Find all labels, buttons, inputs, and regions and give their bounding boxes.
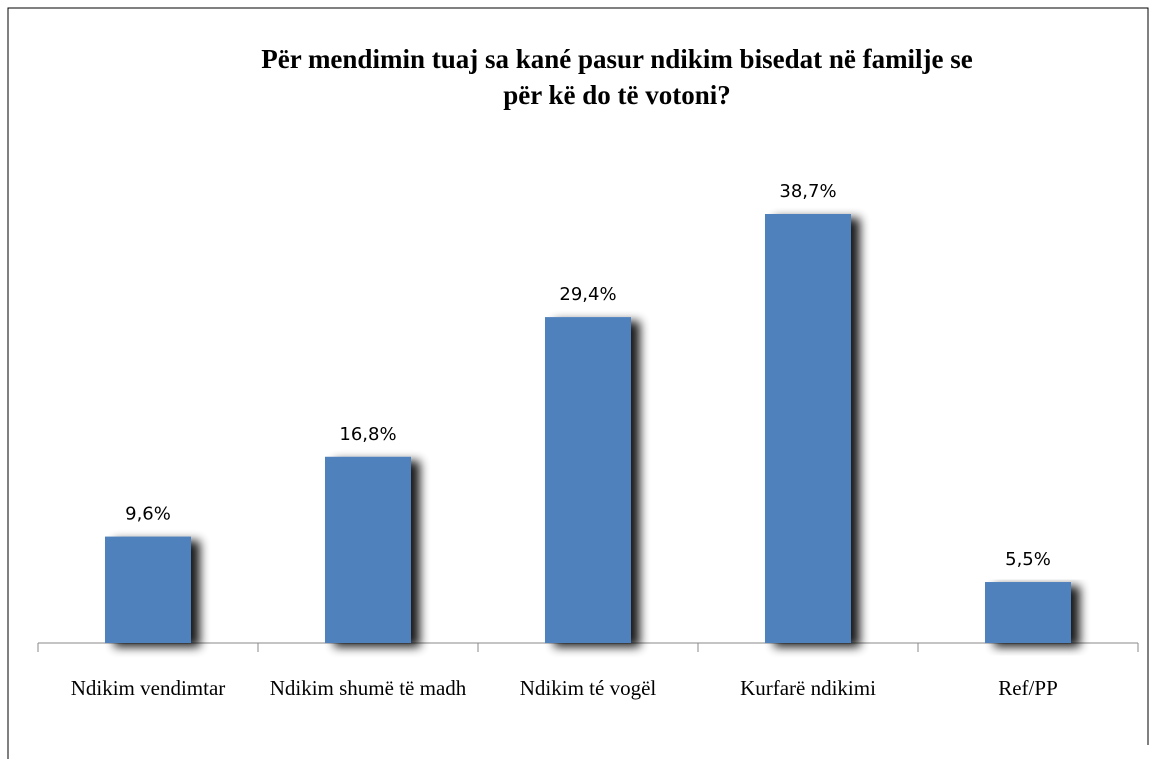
- x-tick-label: Ndikim vendimtar: [71, 676, 226, 700]
- data-label: 9,6%: [125, 504, 171, 525]
- bar: [985, 582, 1071, 643]
- bar: [325, 456, 411, 643]
- data-label: 5,5%: [1005, 549, 1051, 570]
- data-label: 16,8%: [339, 424, 396, 445]
- x-tick-label: Ref/PP: [998, 676, 1058, 700]
- bar: [105, 536, 191, 643]
- x-tick-label: Kurfarë ndikimi: [740, 676, 876, 700]
- x-tick-label: Ndikim té vogël: [520, 676, 657, 700]
- bar: [545, 317, 631, 643]
- data-label: 38,7%: [779, 181, 836, 202]
- chart-title: Për mendimin tuaj sa kané pasur ndikim b…: [261, 44, 973, 110]
- data-label: 29,4%: [559, 284, 616, 305]
- bar: [765, 214, 851, 643]
- x-tick-label: Ndikim shumë të madh: [270, 676, 467, 700]
- frame: [7, 7, 1149, 759]
